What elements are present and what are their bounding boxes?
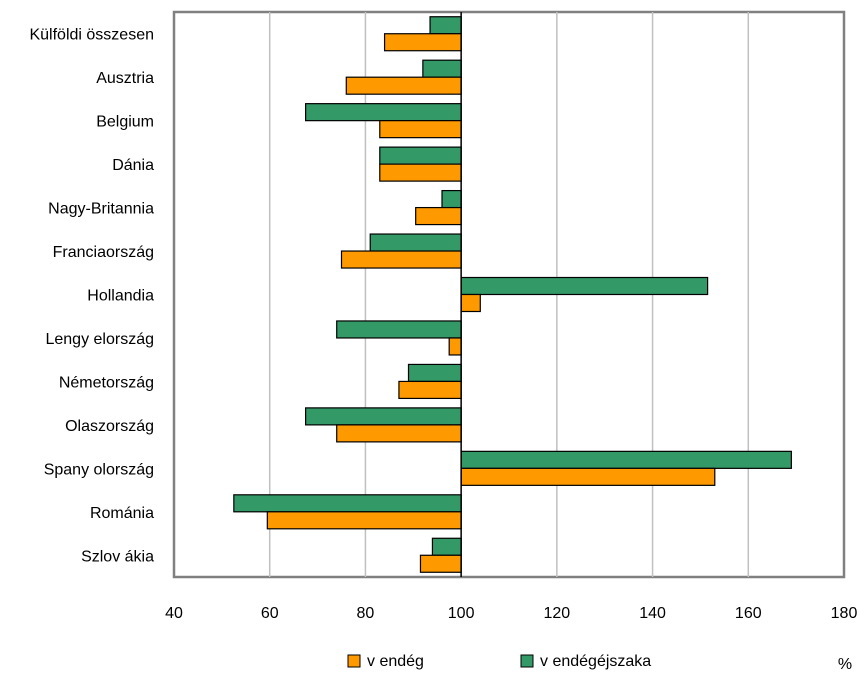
bar-vendegejszaka: [441, 189, 462, 209]
x-tick-label: 180: [831, 605, 858, 622]
bar-vendegejszaka: [460, 450, 792, 469]
x-tick-label: 40: [165, 605, 183, 622]
category-label: Olaszország: [65, 418, 154, 435]
category-label: Spany olország: [44, 461, 154, 478]
x-tick-labels: 40 60 80 100 120 140 160 180: [165, 605, 857, 622]
unit-label: %: [838, 656, 852, 673]
x-tick-label: 160: [735, 605, 762, 622]
bar-vendeg: [419, 554, 462, 573]
category-label: Franciaország: [53, 244, 154, 261]
bar-vendegejszaka: [233, 494, 462, 513]
bar-vendeg: [415, 206, 462, 226]
x-tick-label: 140: [639, 605, 666, 622]
bar-vendegejszaka: [460, 276, 709, 296]
x-tick-label: 80: [357, 605, 375, 622]
bar-vendeg: [460, 293, 481, 313]
legend-swatch: [520, 654, 534, 668]
category-label: Románia: [90, 505, 154, 522]
x-tick-label: 100: [448, 605, 475, 622]
category-label: Németország: [59, 374, 154, 391]
bar-vendeg: [266, 511, 462, 530]
legend-swatch: [347, 654, 361, 668]
bar-vendeg: [379, 120, 462, 139]
bar-vendeg: [383, 33, 462, 52]
category-label: Dánia: [112, 157, 154, 174]
legend-label: v endég: [367, 653, 424, 670]
category-label: Külföldi összesen: [29, 27, 154, 44]
bar-vendegejszaka: [422, 59, 462, 78]
bar-vendegejszaka: [369, 233, 462, 252]
bar-vendeg: [336, 424, 462, 443]
category-label: Hollandia: [87, 288, 154, 305]
x-tick-label: 60: [261, 605, 279, 622]
legend: v endég v endégéjszaka: [347, 653, 651, 670]
category-label: Szlov ákia: [81, 548, 154, 565]
bar-vendeg: [460, 467, 716, 486]
bar-vendeg: [345, 76, 462, 95]
bars: [233, 16, 792, 573]
bar-vendeg: [379, 163, 462, 182]
bar-vendegejszaka: [305, 407, 462, 426]
category-labels: Külföldi összesen Ausztria Belgium Dánia Nag…: [29, 27, 154, 566]
x-tick-label: 120: [544, 605, 571, 622]
bar-vendeg: [448, 337, 462, 356]
bar-vendegejszaka: [431, 537, 462, 556]
category-label: Belgium: [96, 114, 154, 131]
category-label: Nagy-Britannia: [48, 201, 154, 218]
bar-vendegejszaka: [379, 146, 462, 165]
bar-vendegejszaka: [305, 103, 462, 122]
category-label: Ausztria: [96, 70, 154, 87]
bar-vendeg: [398, 380, 462, 400]
bar-vendegejszaka: [407, 363, 462, 383]
bar-vendeg: [340, 250, 462, 269]
category-label: Lengy elország: [45, 331, 154, 348]
bar-vendegejszaka: [336, 320, 462, 339]
legend-label: v endégéjszaka: [540, 653, 651, 670]
bar-vendegejszaka: [429, 16, 462, 35]
